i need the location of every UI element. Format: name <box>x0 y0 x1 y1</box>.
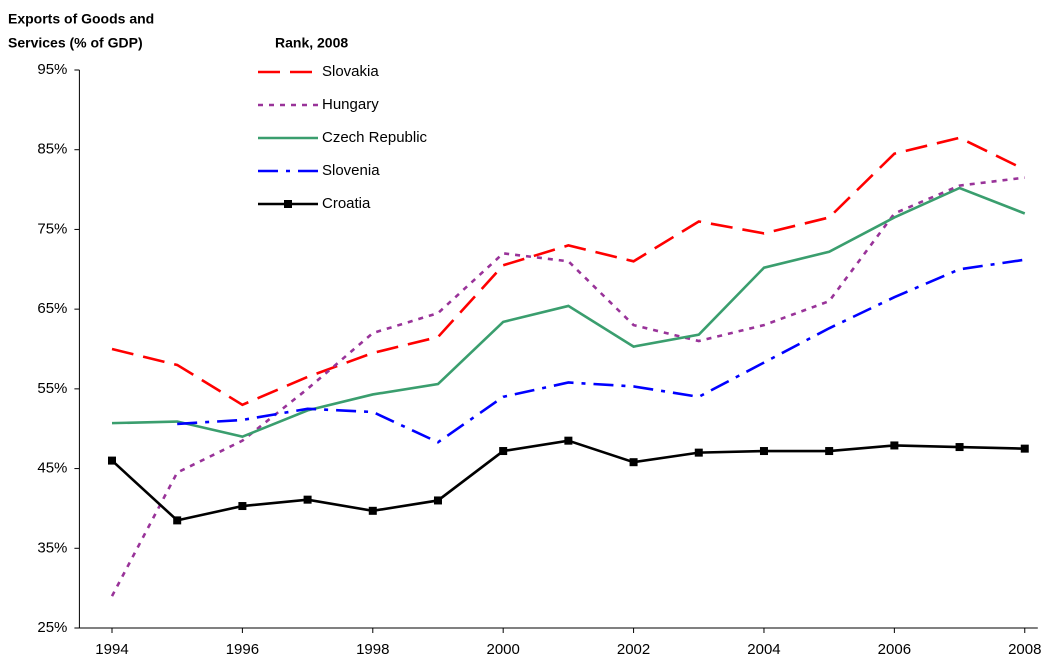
point <box>955 443 964 452</box>
series-line <box>111 186 1026 439</box>
legend-label: Croatia <box>322 195 371 212</box>
legend-label: Slovenia <box>322 162 380 179</box>
point <box>1020 444 1029 453</box>
point <box>368 506 377 515</box>
point <box>564 436 573 445</box>
point <box>238 502 247 511</box>
point <box>825 447 834 456</box>
x-tick-label: 2002 <box>617 641 650 658</box>
x-tick-label: 2006 <box>878 641 911 658</box>
x-tick-label: 2004 <box>747 641 780 658</box>
y-tick-label: 45% <box>37 460 67 477</box>
x-tick-label: 1996 <box>226 641 259 658</box>
y-tick-label: 95% <box>37 61 67 78</box>
legend-title: Rank, 2008 <box>275 35 348 51</box>
series-line <box>177 258 1025 444</box>
y-tick-label: 55% <box>37 380 67 397</box>
legend-label: Slovakia <box>322 63 379 80</box>
x-tick-label: 2008 <box>1008 641 1041 658</box>
series-line <box>110 176 1025 597</box>
y-tick-label: 35% <box>37 539 67 556</box>
point <box>890 441 899 450</box>
y-tick-label: 75% <box>37 220 67 237</box>
point <box>433 496 442 505</box>
y-tick-label: 85% <box>37 141 67 158</box>
point <box>759 447 768 456</box>
legend-marker <box>284 200 292 208</box>
y-axis-label: Services (% of GDP) <box>8 35 143 51</box>
series-line <box>111 439 1025 522</box>
point <box>107 456 116 465</box>
legend-label: Czech Republic <box>322 129 428 146</box>
point <box>629 458 638 467</box>
point <box>694 448 703 457</box>
x-tick-label: 1994 <box>95 641 128 658</box>
y-tick-label: 65% <box>37 300 67 317</box>
series-line <box>111 136 1026 407</box>
point <box>303 495 312 504</box>
y-axis-label: Exports of Goods and <box>8 11 154 27</box>
y-tick-label: 25% <box>37 619 67 636</box>
point <box>173 516 182 525</box>
x-tick-label: 2000 <box>486 641 519 658</box>
legend-label: Hungary <box>322 96 379 113</box>
x-tick-label: 1998 <box>356 641 389 658</box>
point <box>499 447 508 456</box>
